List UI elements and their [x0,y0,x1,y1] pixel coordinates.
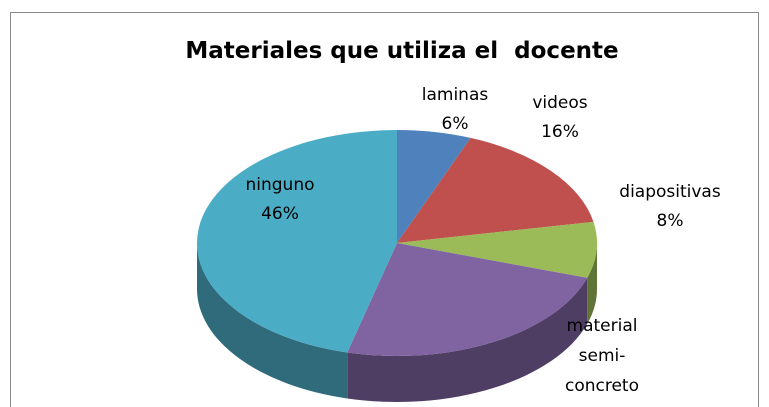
value-label: 8% [657,211,684,231]
slice-top [397,130,471,243]
value-label: 46% [261,204,299,224]
slice-side [587,243,597,324]
slice-top [347,243,588,356]
slice-top [397,137,594,243]
slice [347,243,588,402]
value-label: 16% [541,122,579,142]
slice-side [347,277,588,402]
slice [397,130,471,243]
slice-top [197,130,397,353]
category-label: material semi-concreto [565,316,639,396]
slice-side [197,243,348,399]
slice-top [397,221,597,278]
slice [197,130,397,399]
category-label: videos [532,93,587,113]
category-label: laminas [422,85,489,105]
category-label: ninguno [245,175,314,195]
value-label: 6% [442,114,469,134]
slice [397,221,597,324]
chart-title: Materiales que utiliza el docente [185,38,618,64]
slice [397,137,594,243]
category-label: diapositivas [619,182,721,202]
